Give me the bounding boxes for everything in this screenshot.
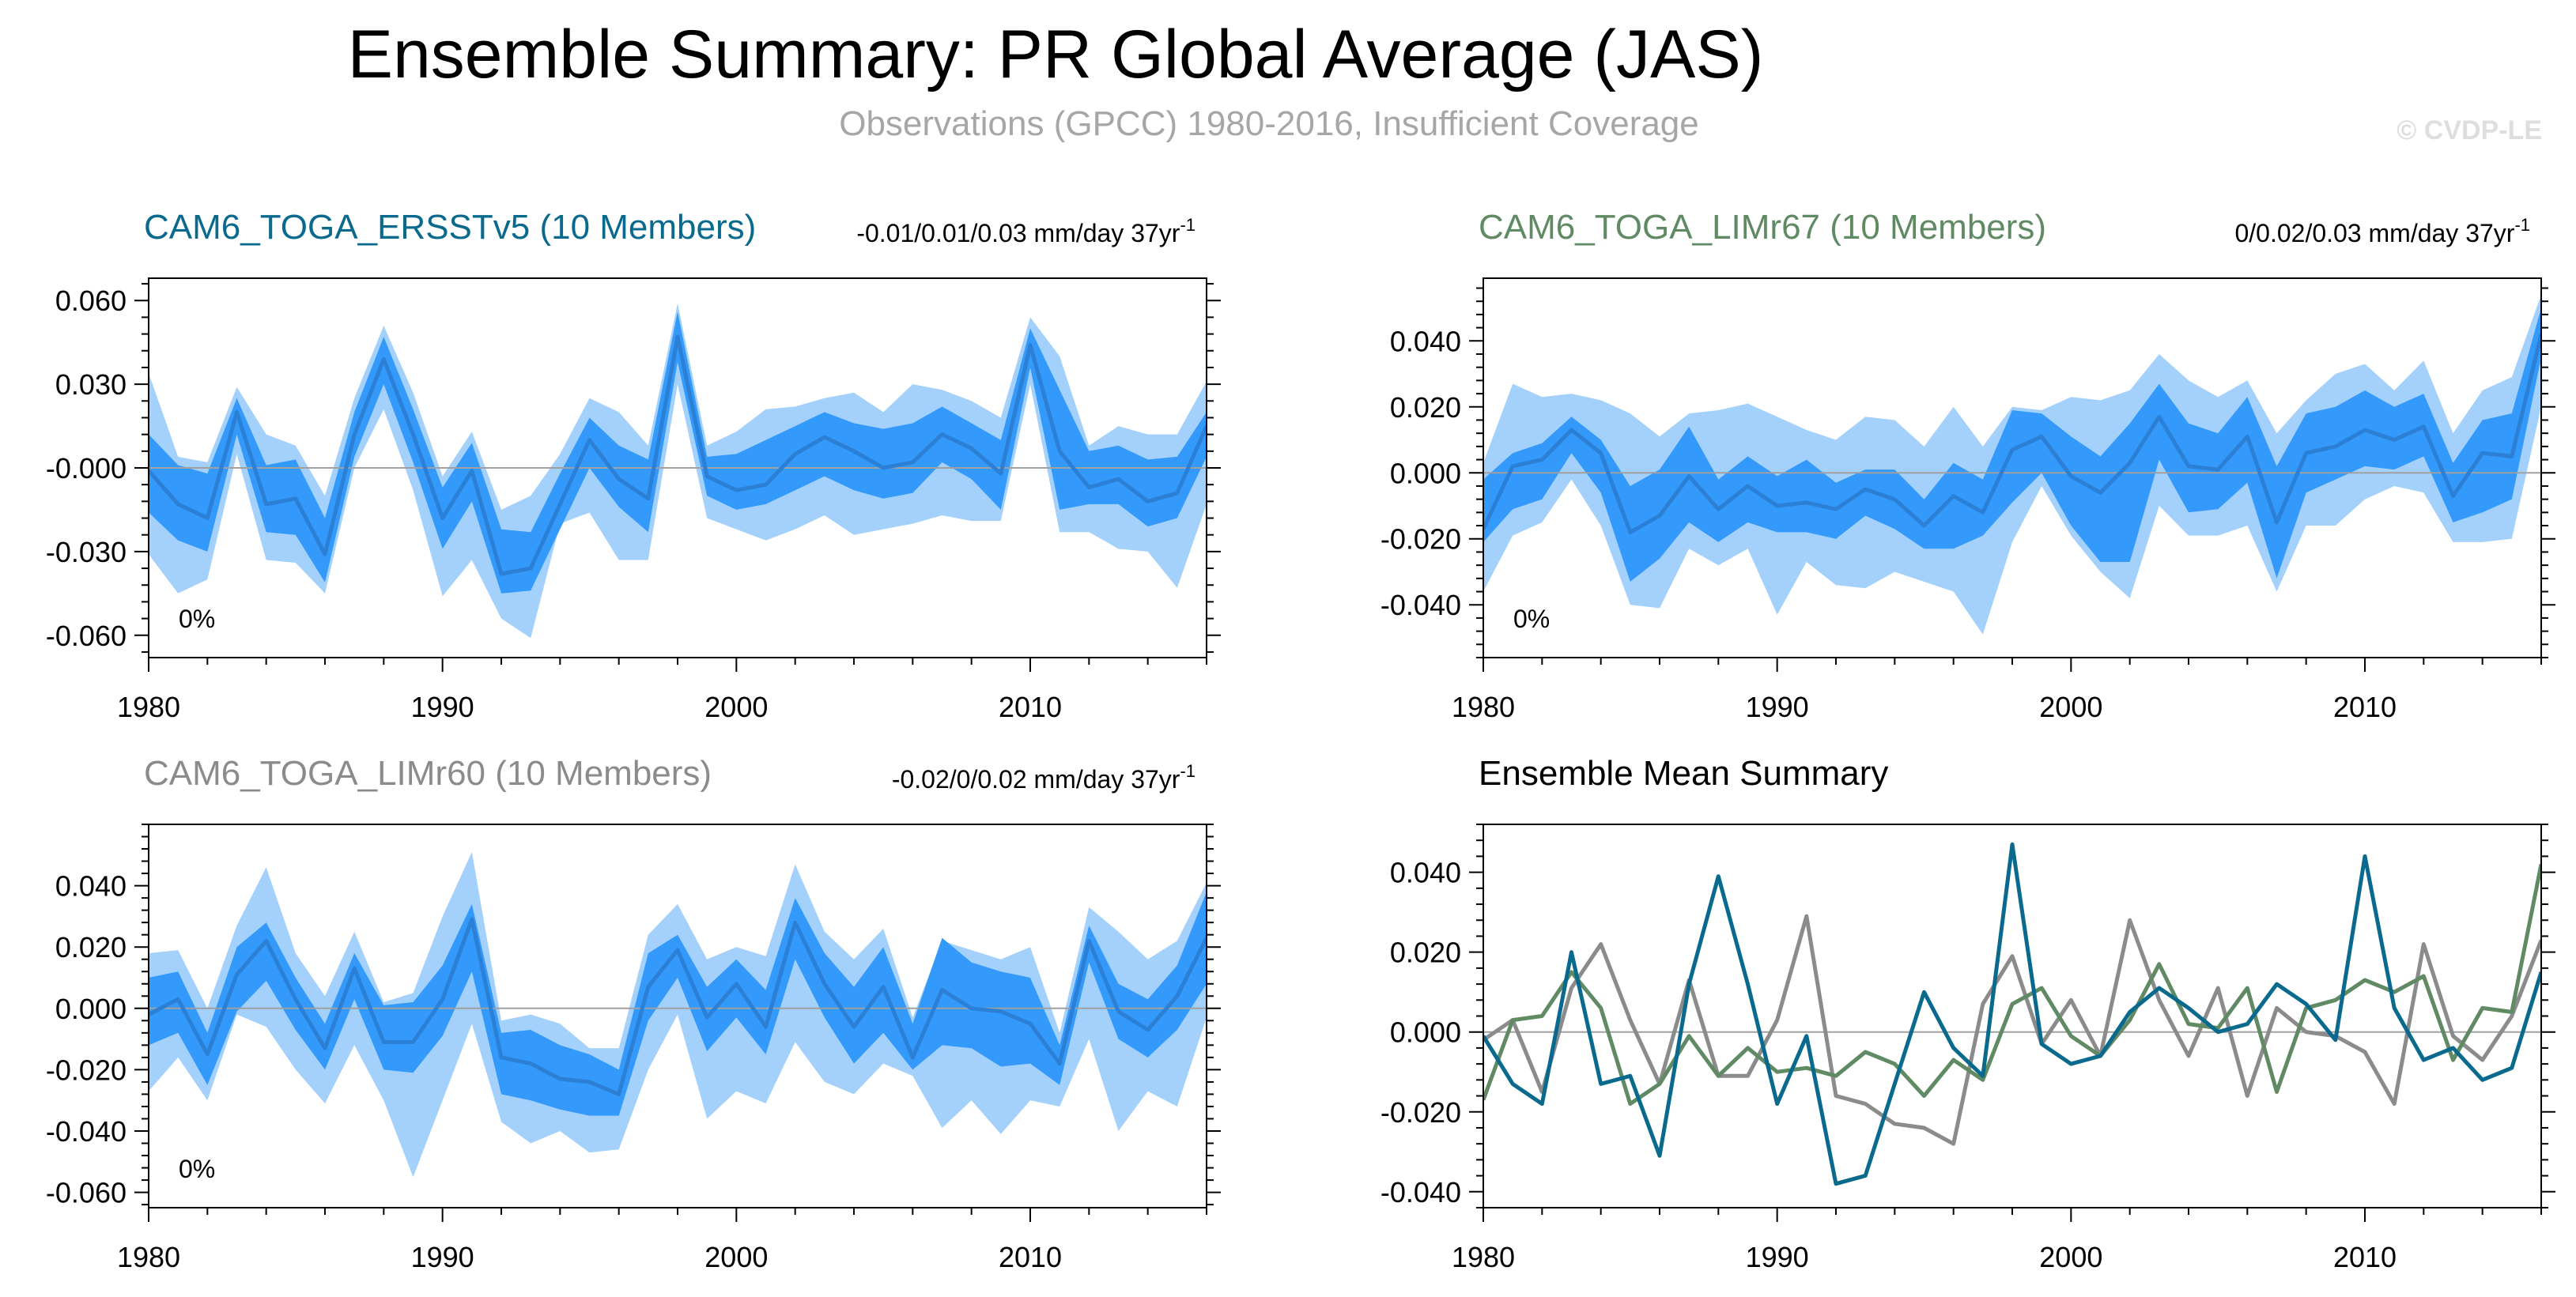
x-tick-label: 1990 [1746, 1241, 1809, 1273]
y-tick-label: -0.060 [46, 620, 127, 652]
panel-trend-exponent: -1 [2514, 215, 2530, 235]
y-tick-label: 0.020 [1390, 937, 1461, 969]
panel-trend-value: -0.02/0/0.02 mm/day 37yr [892, 765, 1180, 794]
y-tick-label: -0.000 [46, 452, 127, 484]
x-tick-label: 2000 [704, 691, 768, 723]
panel-title: CAM6_TOGA_LIMr60 (10 Members) [144, 754, 712, 793]
y-tick-label: -0.020 [1381, 1096, 1461, 1129]
x-tick-label: 2010 [999, 1241, 1062, 1273]
inner-spread-band [149, 311, 1207, 594]
panel-title: CAM6_TOGA_LIMr67 (10 Members) [1479, 208, 2046, 247]
y-tick-label: 0.040 [1390, 857, 1461, 889]
x-tick-label: 1990 [411, 691, 474, 723]
ensemble-mean-line [149, 917, 1207, 1096]
x-tick-label: 2010 [2333, 691, 2397, 723]
plot-frame [1483, 824, 2542, 1208]
x-tick-label: 2000 [704, 1241, 768, 1273]
y-tick-label: -0.020 [1381, 523, 1461, 556]
outer-spread-band [149, 851, 1207, 1178]
plot-area [1483, 294, 2541, 635]
panel-trend: -0.01/0.01/0.03 mm/day 37yr-1 [856, 215, 1195, 247]
y-tick-label: 0.040 [55, 870, 127, 903]
y-tick-label: 0.020 [55, 931, 127, 963]
copyright-watermark: © CVDP-LE [2397, 115, 2542, 145]
plot-area [149, 303, 1207, 639]
x-tick-label: 2000 [2039, 1241, 2102, 1273]
y-tick-label: 0.030 [55, 368, 127, 401]
y-tick-label: 0.040 [1390, 325, 1461, 357]
panel-title: CAM6_TOGA_ERSSTv5 (10 Members) [144, 208, 756, 247]
panel-trend-value: -0.01/0.01/0.03 mm/day 37yr [856, 219, 1180, 247]
panels: 0.060 0.030 -0.000 -0.030 -0.060 1980 1990 2000… [46, 208, 2555, 1273]
y-tick-label: -0.040 [1381, 589, 1461, 621]
x-tick-label: 1980 [117, 691, 180, 723]
panel-ersst: 0.060 0.030 -0.000 -0.030 -0.060 1980 1990 2000… [46, 208, 1221, 723]
x-tick-label: 1980 [117, 1241, 180, 1273]
plot-area [1483, 842, 2541, 1186]
y-tick-label: 0.000 [55, 993, 127, 1025]
panel-trend-value: 0/0.02/0.03 mm/day 37yr [2234, 219, 2514, 247]
figure-subtitle: Observations (GPCC) 1980-2016, Insuffici… [839, 104, 1699, 143]
figure-title: Ensemble Summary: PR Global Average (JAS… [348, 17, 1764, 92]
x-tick-label: 1980 [1452, 1241, 1515, 1273]
panel-percent-label: 0% [179, 605, 215, 633]
inner-spread-band [149, 892, 1207, 1116]
panel-trend-exponent: -1 [1180, 215, 1195, 235]
ensemble-mean-line [1483, 334, 2541, 534]
panel-percent-label: 0% [1513, 605, 1550, 633]
y-tick-label: -0.040 [1381, 1176, 1461, 1208]
panel-limr67: 0.040 0.020 0.000 -0.020 -0.040 1980 1990 2000 2… [1381, 208, 2555, 723]
ensemble-mean-line [149, 334, 1207, 576]
plot-area [149, 851, 1207, 1178]
y-tick-label: 0.060 [55, 285, 127, 317]
y-tick-label: -0.060 [46, 1177, 127, 1209]
panel-trend-exponent: -1 [1180, 761, 1195, 781]
series-line-cam6-toga-ersstv5 [1483, 842, 2541, 1186]
x-tick-label: 1990 [1746, 691, 1809, 723]
x-tick-label: 2010 [999, 691, 1062, 723]
y-tick-label: 0.020 [1390, 391, 1461, 424]
inner-spread-band [1483, 307, 2541, 582]
x-tick-label: 2000 [2039, 691, 2102, 723]
y-tick-label: -0.030 [46, 536, 127, 568]
panel-ensmean: 0.040 0.020 0.000 -0.020 -0.040 1980 1990 2000 2… [1381, 754, 2555, 1273]
y-tick-label: -0.040 [46, 1115, 127, 1148]
y-tick-label: 0.000 [1390, 457, 1461, 489]
panel-trend: -0.02/0/0.02 mm/day 37yr-1 [892, 761, 1195, 794]
y-tick-label: 0.000 [1390, 1016, 1461, 1049]
x-tick-label: 1980 [1452, 691, 1515, 723]
y-tick-label: -0.020 [46, 1054, 127, 1086]
panel-title: Ensemble Mean Summary [1479, 754, 1888, 793]
x-tick-label: 1990 [411, 1241, 474, 1273]
panel-limr60: 0.040 0.020 0.000 -0.020 -0.040 -0.060 1980 199… [46, 754, 1221, 1273]
panel-trend: 0/0.02/0.03 mm/day 37yr-1 [2234, 215, 2530, 247]
x-tick-label: 2010 [2333, 1241, 2397, 1273]
series-line-cam6-toga-limr67 [1483, 864, 2541, 1107]
panel-percent-label: 0% [179, 1155, 215, 1183]
